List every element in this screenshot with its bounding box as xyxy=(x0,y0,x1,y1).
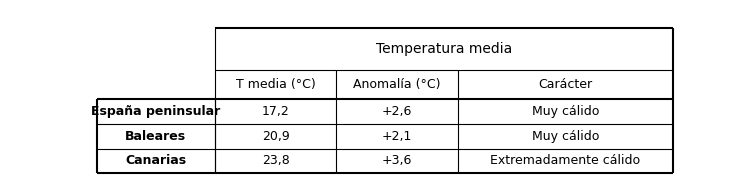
Text: +3,6: +3,6 xyxy=(382,154,412,167)
Text: Canarias: Canarias xyxy=(125,154,186,167)
Text: 17,2: 17,2 xyxy=(262,105,289,118)
Text: España peninsular: España peninsular xyxy=(91,105,221,118)
Text: Muy cálido: Muy cálido xyxy=(532,130,599,143)
Text: Muy cálido: Muy cálido xyxy=(532,105,599,118)
Text: Extremadamente cálido: Extremadamente cálido xyxy=(490,154,641,167)
Text: Anomalía (°C): Anomalía (°C) xyxy=(353,78,441,91)
Text: Temperatura media: Temperatura media xyxy=(376,42,512,56)
Text: Carácter: Carácter xyxy=(538,78,593,91)
Text: +2,6: +2,6 xyxy=(382,105,412,118)
Text: 20,9: 20,9 xyxy=(262,130,289,143)
Text: Baleares: Baleares xyxy=(125,130,186,143)
Text: 23,8: 23,8 xyxy=(262,154,289,167)
Text: T media (°C): T media (°C) xyxy=(236,78,315,91)
Text: +2,1: +2,1 xyxy=(382,130,412,143)
